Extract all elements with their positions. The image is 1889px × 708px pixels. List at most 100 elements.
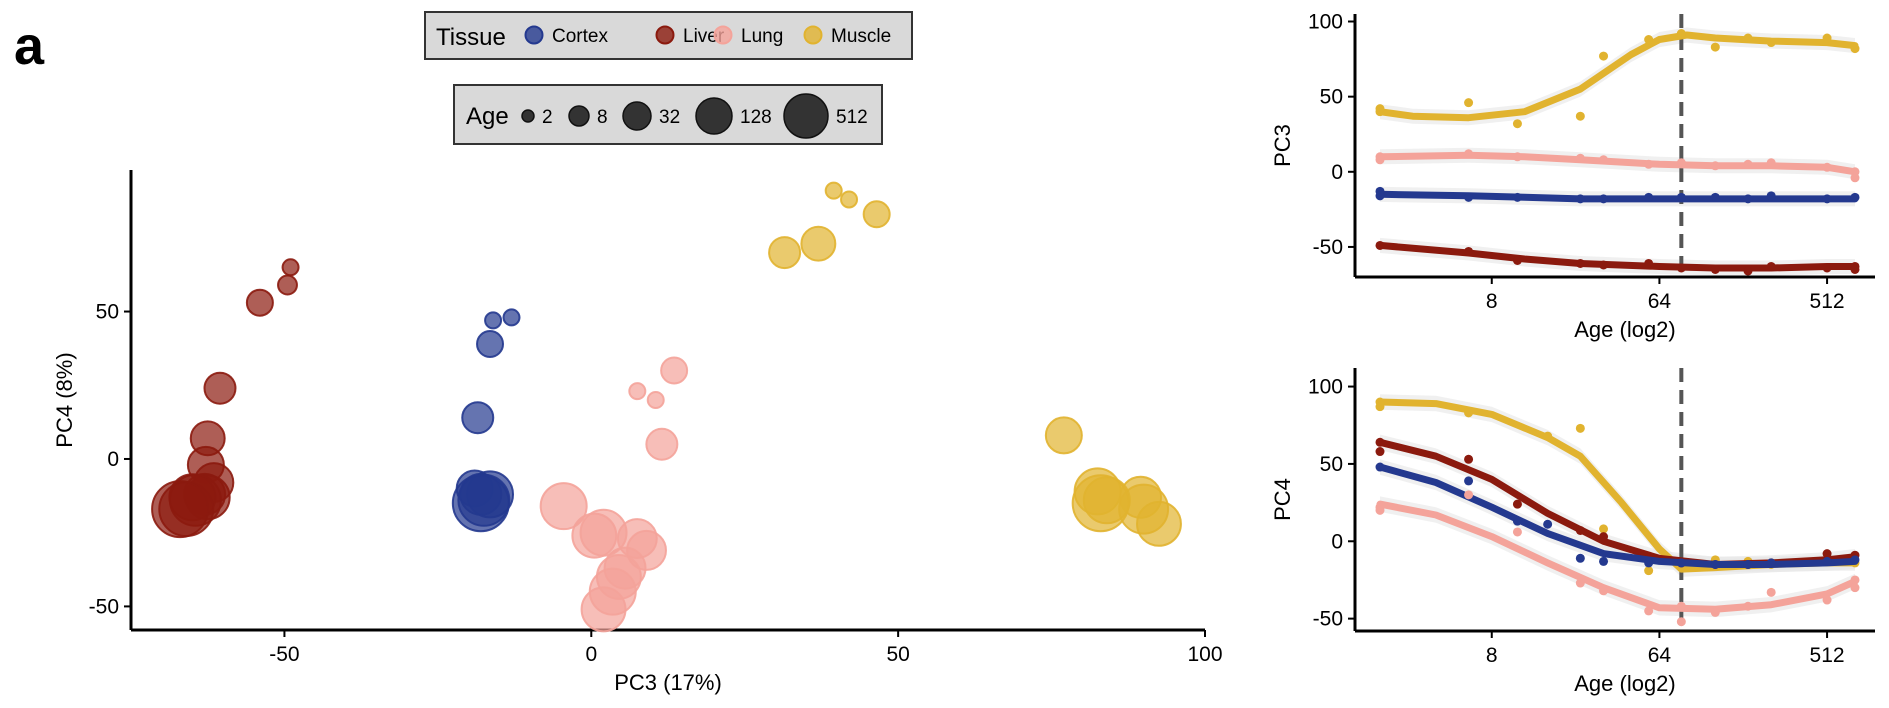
scatter-x-tick-label-50: 50 bbox=[886, 643, 909, 666]
scatter-x-axis-title: PC3 (17%) bbox=[614, 670, 722, 695]
pc3-vs-age-point-muscle-9 bbox=[1743, 33, 1753, 43]
scatter-y-tick-label-0: 0 bbox=[107, 448, 119, 471]
scatter-point-liver-44 bbox=[151, 480, 210, 539]
tissue-legend-title: Tissue bbox=[436, 24, 506, 51]
age-legend: Age 2 8 32 128 512 bbox=[453, 84, 883, 145]
pc4-vs-age-point-lung-3 bbox=[1512, 527, 1522, 537]
pc3-vs-age-point-lung-2 bbox=[1464, 149, 1474, 159]
pc3-vs-age-point-muscle-4 bbox=[1575, 111, 1585, 121]
pc3-vs-age-line-muscle bbox=[1376, 31, 1859, 122]
scatter-point-lung-4 bbox=[646, 391, 665, 409]
age-key-8 bbox=[568, 105, 590, 127]
scatter-point-lung-3 bbox=[628, 382, 647, 401]
pc3-vs-age-point-cortex-1 bbox=[1375, 191, 1385, 201]
pc3-vs-age-point-cortex-11 bbox=[1822, 194, 1832, 204]
pc3-vs-age-point-liver-1 bbox=[1464, 246, 1474, 256]
pc3-vs-age-point-cortex-3 bbox=[1512, 192, 1522, 202]
tissue-key-muscle bbox=[803, 25, 823, 45]
pc3-vs-age-line-cortex bbox=[1376, 190, 1859, 203]
pc4-vs-age-point-lung-14 bbox=[1850, 583, 1860, 593]
scatter-x-tick-label--50: -50 bbox=[269, 643, 299, 666]
pc3-vs-age-x-tick-label-8: 8 bbox=[1486, 290, 1498, 313]
pc3-vs-age-point-muscle-2 bbox=[1464, 98, 1474, 108]
scatter-x-tick-label-0: 0 bbox=[585, 643, 597, 666]
pc4-vs-age-point-lung-13 bbox=[1850, 575, 1860, 585]
pc3-vs-age-point-liver-8 bbox=[1743, 266, 1753, 276]
pc4-vs-age-point-lung-4 bbox=[1575, 578, 1585, 588]
age-key-2 bbox=[521, 109, 535, 123]
pc4-vs-age-line-cortex bbox=[1376, 463, 1859, 568]
tissue-legend: Tissue Cortex Liver Lung Muscle bbox=[424, 11, 913, 60]
age-key-label-512: 512 bbox=[836, 107, 868, 128]
pc3-vs-age-point-lung-5 bbox=[1599, 155, 1609, 165]
age-key-label-2: 2 bbox=[542, 107, 553, 128]
scatter-point-cortex-2 bbox=[484, 311, 503, 330]
pc4-vs-age-point-muscle-6 bbox=[1644, 566, 1654, 576]
pc3-vs-age-y-tick-label-0: 0 bbox=[1331, 161, 1343, 184]
pc3-vs-age-point-cortex-4 bbox=[1575, 194, 1585, 204]
age-key-32 bbox=[622, 101, 652, 131]
scatter-point-muscle-15 bbox=[768, 236, 802, 270]
pc3-vs-age-point-lung-4 bbox=[1575, 153, 1585, 163]
scatter-point-liver-12 bbox=[203, 371, 237, 405]
pc3-vs-age-point-lung-8 bbox=[1710, 161, 1720, 171]
age-key-128 bbox=[695, 97, 733, 135]
pc3-vs-age-x-tick-label-64: 64 bbox=[1648, 290, 1672, 313]
pc4-vs-age-point-cortex-5 bbox=[1599, 556, 1609, 566]
pc4-vs-age-point-cortex-10 bbox=[1766, 558, 1776, 568]
pc4-vs-age-point-lung-7 bbox=[1676, 617, 1686, 627]
age-key-label-32: 32 bbox=[659, 107, 680, 128]
pc4-vs-age-point-liver-2 bbox=[1464, 454, 1474, 464]
pc4-vs-age-point-cortex-9 bbox=[1743, 559, 1753, 569]
scatter-y-tick-label-50: 50 bbox=[96, 301, 119, 324]
pc4-vs-age-point-muscle-3 bbox=[1543, 431, 1553, 441]
tissue-key-lung bbox=[713, 25, 733, 45]
scatter-point-lung-36 bbox=[579, 508, 628, 557]
pc3-vs-age-point-lung-1 bbox=[1375, 152, 1385, 162]
scatter-point-muscle-20 bbox=[1044, 416, 1083, 455]
pc3-vs-age-point-cortex-8 bbox=[1710, 192, 1720, 202]
pc3-vs-age-point-cortex-10 bbox=[1766, 191, 1776, 201]
pc3-vs-age-point-lung-3 bbox=[1512, 152, 1522, 162]
pc4-vs-age-point-lung-2 bbox=[1464, 490, 1474, 500]
pc4-vs-age-point-liver-1 bbox=[1375, 447, 1385, 457]
tissue-key-cortex bbox=[524, 25, 544, 45]
pc4-vs-age-point-liver-11 bbox=[1822, 549, 1832, 559]
pc4-vs-age-point-lung-11 bbox=[1766, 587, 1776, 597]
scatter-point-cortex-9 bbox=[476, 329, 505, 358]
pc4-vs-age-y-tick-label-0: 0 bbox=[1331, 530, 1343, 553]
tissue-key-liver bbox=[655, 25, 675, 45]
scatter-point-lung-35 bbox=[539, 482, 588, 531]
pc3-vs-age-point-liver-4 bbox=[1599, 260, 1609, 270]
pc4-vs-age-point-muscle-1 bbox=[1375, 402, 1385, 412]
pc4-vs-age-point-cortex-0 bbox=[1375, 462, 1385, 472]
pc4-vs-age-point-cortex-6 bbox=[1644, 558, 1654, 568]
pc3-vs-age-point-cortex-7 bbox=[1676, 192, 1686, 202]
pc3-vs-age-point-liver-0 bbox=[1375, 240, 1385, 250]
pc3-vs-age-point-cortex-5 bbox=[1599, 194, 1609, 204]
pc3-vs-age-point-lung-11 bbox=[1822, 162, 1832, 172]
scatter-point-cortex-45 bbox=[451, 474, 510, 533]
pc3-vs-age-point-liver-9 bbox=[1766, 261, 1776, 271]
pc4-vs-age-point-cortex-8 bbox=[1710, 559, 1720, 569]
pc3-vs-age-point-muscle-5 bbox=[1599, 51, 1609, 61]
pc4-vs-age-y-tick-label--50: -50 bbox=[1313, 608, 1343, 631]
panel-label: a bbox=[14, 16, 45, 76]
pc3-vs-age-point-muscle-10 bbox=[1766, 38, 1776, 48]
pca-scatter-plot: -50 0 50 100 -50 0 50 PC3 (17%) PC4 (8%) bbox=[52, 170, 1223, 695]
pc4-vs-age-point-lung-12 bbox=[1822, 595, 1832, 605]
scatter-point-muscle-46 bbox=[1071, 474, 1130, 533]
pc4-vs-age-point-cortex-11 bbox=[1822, 556, 1832, 566]
pc3-vs-age-point-lung-9 bbox=[1743, 159, 1753, 169]
scatter-point-muscle-5 bbox=[824, 181, 843, 200]
pc4-vs-age-point-cortex-4 bbox=[1575, 553, 1585, 563]
pc4-vs-age-y-tick-label-100: 100 bbox=[1308, 376, 1343, 399]
scatter-point-lung-37 bbox=[588, 567, 637, 616]
pc4-vs-age-y-tick-label-50: 50 bbox=[1320, 453, 1343, 476]
pc4-vs-age-x-tick-label-8: 8 bbox=[1486, 644, 1498, 667]
pc4-vs-age-point-cortex-12 bbox=[1850, 555, 1860, 565]
pc4-vs-age-point-muscle-2 bbox=[1464, 408, 1474, 418]
pc3-vs-age-point-liver-5 bbox=[1644, 258, 1654, 268]
pc3-vs-age-y-tick-label--50: -50 bbox=[1313, 236, 1343, 259]
